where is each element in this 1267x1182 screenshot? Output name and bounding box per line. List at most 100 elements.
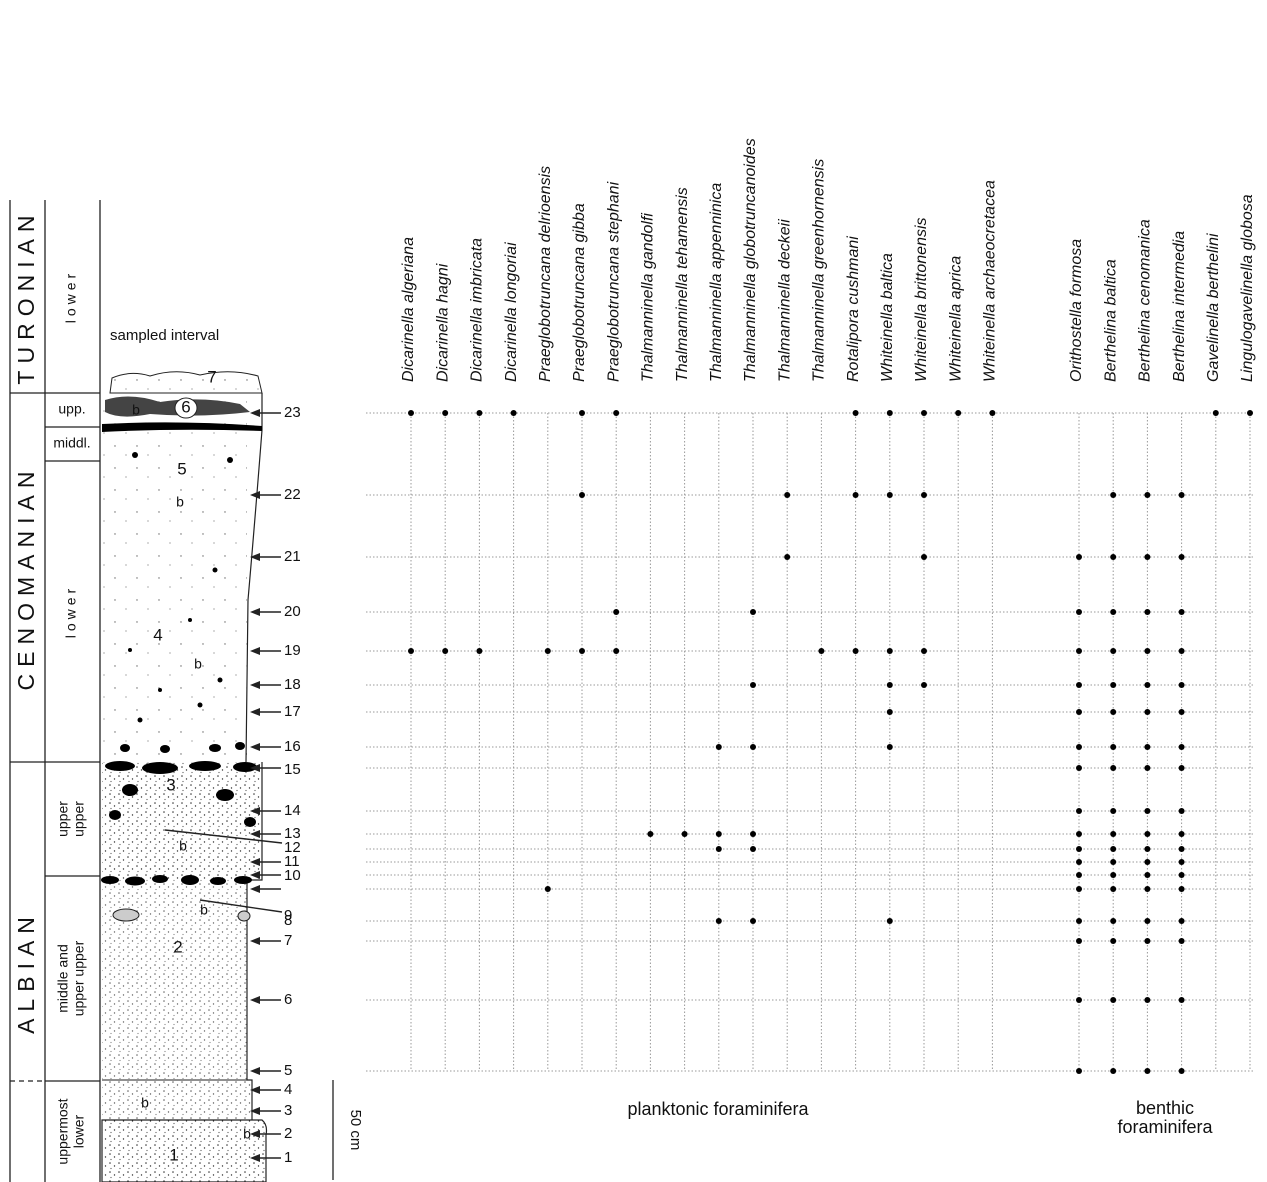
occurrence-dot — [1076, 997, 1082, 1003]
species-name: Thalmanninella globotruncanoides — [742, 138, 759, 382]
bed-number: 6 — [181, 397, 190, 416]
occurrence-dot — [1144, 872, 1150, 878]
occurrence-dot — [887, 744, 893, 750]
occurrence-dot — [1076, 1068, 1082, 1074]
occurrence-dot — [1144, 808, 1150, 814]
figure-canvas: sampled interval 50 cm planktonic forami… — [0, 0, 1267, 1182]
species-name: Whiteinella baltica — [879, 253, 896, 382]
bed-1 — [102, 1120, 267, 1182]
occurrence-dot — [853, 648, 859, 654]
burrow-marker: b — [194, 656, 202, 672]
occurrence-dot — [1144, 609, 1150, 615]
occurrence-dot — [1179, 886, 1185, 892]
bed-number: 2 — [173, 937, 182, 956]
group-label: benthic foraminifera — [1105, 1099, 1225, 1137]
sample-label: 22 — [284, 486, 301, 503]
occurrence-dot — [750, 682, 756, 688]
species-name: Whiteinella brittonensis — [913, 217, 930, 382]
sample-label: 21 — [284, 548, 301, 565]
occurrence-dot — [1076, 872, 1082, 878]
species-name: Berthelina baltica — [1102, 259, 1119, 382]
occurrence-dot — [750, 918, 756, 924]
occurrence-dot — [1110, 765, 1116, 771]
sample-arrowhead — [250, 491, 260, 499]
occurrence-dot — [1179, 938, 1185, 944]
sample-arrowhead — [250, 708, 260, 716]
occurrence-dot — [1110, 744, 1116, 750]
occurrence-dot — [1144, 648, 1150, 654]
species-name: Orithostella formosa — [1068, 239, 1085, 382]
occurrence-dot — [1110, 831, 1116, 837]
sample-arrowhead — [250, 743, 260, 751]
occurrence-dot — [853, 410, 859, 416]
occurrence-dot — [579, 492, 585, 498]
stage-label: ALBIAN — [13, 910, 39, 1034]
scale-label: 50 cm — [347, 1110, 364, 1151]
occurrence-dot — [921, 410, 927, 416]
occurrence-dot — [1144, 886, 1150, 892]
occurrence-dot — [1076, 609, 1082, 615]
occurrence-dot — [750, 846, 756, 852]
occurrence-dot — [989, 410, 995, 416]
occurrence-dot — [1179, 808, 1185, 814]
species-name: Thalmanninella tehamensis — [674, 187, 691, 382]
substage-label: middle and — [55, 944, 71, 1013]
bed-number: 5 — [177, 459, 186, 478]
concretion — [238, 911, 250, 921]
occurrence-dot — [1076, 682, 1082, 688]
species-name: Thalmanninella greenhornensis — [811, 159, 828, 382]
occurrence-dot — [1110, 859, 1116, 865]
sample-arrowhead — [250, 647, 260, 655]
occurrence-dot — [1144, 859, 1150, 865]
occurrence-dot — [1076, 831, 1082, 837]
occurrence-dot — [1076, 709, 1082, 715]
sample-label: 20 — [284, 603, 301, 620]
occurrence-dot — [955, 410, 961, 416]
occurrence-dot — [1179, 682, 1185, 688]
occurrence-dot — [408, 648, 414, 654]
occurrence-dot — [1213, 410, 1219, 416]
occurrence-dot — [716, 918, 722, 924]
occurrence-dot — [1144, 846, 1150, 852]
occurrence-dot — [476, 410, 482, 416]
burrow-marker: b — [243, 1126, 251, 1142]
occurrence-dot — [1179, 765, 1185, 771]
occurrence-dot — [750, 831, 756, 837]
occurrence-dot — [1110, 1068, 1116, 1074]
page-body: sampled interval 50 cm planktonic forami… — [0, 0, 1267, 1182]
occurrence-dot — [716, 831, 722, 837]
substage-label: uppermost — [55, 1098, 71, 1164]
occurrence-dot — [1076, 846, 1082, 852]
occurrence-dot — [818, 648, 824, 654]
group-label: planktonic foraminifera — [627, 1099, 809, 1119]
sample-arrowhead — [250, 409, 260, 417]
beds-4-6 — [102, 393, 247, 763]
occurrence-dot — [511, 410, 517, 416]
occurrence-dot — [750, 609, 756, 615]
occurrence-dot — [476, 648, 482, 654]
sample-label: 5 — [284, 1062, 292, 1079]
page: {"stratigraphy": { "stages": ["TURONIAN"… — [0, 0, 1267, 1182]
occurrence-dot — [1144, 682, 1150, 688]
occurrence-dot — [579, 648, 585, 654]
sample-label: 2 — [284, 1125, 292, 1142]
occurrence-dot — [1179, 997, 1185, 1003]
bed-number: 1 — [169, 1145, 178, 1164]
bed-3 — [102, 762, 262, 880]
species-name: Praeglobotruncana stephani — [605, 181, 622, 382]
occurrence-dot — [1179, 918, 1185, 924]
beds-4-6-edge — [246, 393, 262, 762]
occurrence-dot — [887, 918, 893, 924]
stage-label: CENOMANIAN — [13, 465, 39, 691]
occurrence-dot — [1076, 886, 1082, 892]
occurrence-dot — [1144, 765, 1150, 771]
substage-label: lower — [63, 270, 79, 323]
sample-label: 23 — [284, 404, 301, 421]
occurrence-dot — [716, 744, 722, 750]
burrow-marker: b — [141, 1095, 149, 1111]
species-name: Dicarinella hagni — [434, 263, 451, 382]
occurrence-dot — [784, 492, 790, 498]
occurrence-dot — [1076, 918, 1082, 924]
occurrence-dot — [1179, 609, 1185, 615]
sample-arrowhead — [250, 608, 260, 616]
